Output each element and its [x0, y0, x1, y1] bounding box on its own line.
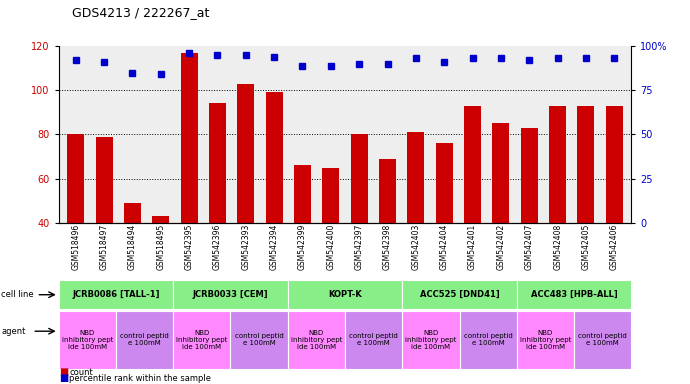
Bar: [521, 128, 538, 223]
Text: NBD
inhibitory pept
ide 100mM: NBD inhibitory pept ide 100mM: [61, 330, 113, 350]
Bar: [124, 203, 141, 223]
Text: GDS4213 / 222267_at: GDS4213 / 222267_at: [72, 6, 210, 19]
Bar: [464, 106, 481, 223]
Bar: [152, 216, 169, 223]
Bar: [606, 106, 623, 223]
Text: NBD
inhibitory pept
ide 100mM: NBD inhibitory pept ide 100mM: [520, 330, 571, 350]
Text: JCRB0033 [CEM]: JCRB0033 [CEM]: [193, 290, 268, 299]
Bar: [493, 123, 509, 223]
Text: control peptid
e 100mM: control peptid e 100mM: [349, 333, 398, 346]
Text: count: count: [69, 368, 92, 377]
Bar: [578, 106, 595, 223]
Bar: [379, 159, 396, 223]
Text: agent: agent: [1, 327, 26, 336]
Text: KOPT-K: KOPT-K: [328, 290, 362, 299]
Text: ■: ■: [59, 373, 68, 383]
Text: NBD
inhibitory pept
ide 100mM: NBD inhibitory pept ide 100mM: [176, 330, 228, 350]
Bar: [294, 166, 311, 223]
Text: ACC525 [DND41]: ACC525 [DND41]: [420, 290, 500, 299]
Text: cell line: cell line: [1, 290, 34, 299]
Text: percentile rank within the sample: percentile rank within the sample: [69, 374, 211, 383]
Bar: [549, 106, 566, 223]
Bar: [181, 53, 197, 223]
Bar: [209, 104, 226, 223]
Bar: [351, 134, 368, 223]
Text: control peptid
e 100mM: control peptid e 100mM: [578, 333, 627, 346]
Text: ■: ■: [59, 367, 68, 377]
Bar: [67, 134, 84, 223]
Bar: [237, 84, 255, 223]
Text: control peptid
e 100mM: control peptid e 100mM: [464, 333, 513, 346]
Text: ACC483 [HPB-ALL]: ACC483 [HPB-ALL]: [531, 290, 618, 299]
Bar: [266, 93, 283, 223]
Text: NBD
inhibitory pept
ide 100mM: NBD inhibitory pept ide 100mM: [290, 330, 342, 350]
Text: JCRB0086 [TALL-1]: JCRB0086 [TALL-1]: [72, 290, 159, 299]
Text: control peptid
e 100mM: control peptid e 100mM: [120, 333, 169, 346]
Text: control peptid
e 100mM: control peptid e 100mM: [235, 333, 284, 346]
Bar: [435, 143, 453, 223]
Bar: [322, 167, 339, 223]
Bar: [95, 137, 112, 223]
Text: NBD
inhibitory pept
ide 100mM: NBD inhibitory pept ide 100mM: [405, 330, 457, 350]
Bar: [407, 132, 424, 223]
